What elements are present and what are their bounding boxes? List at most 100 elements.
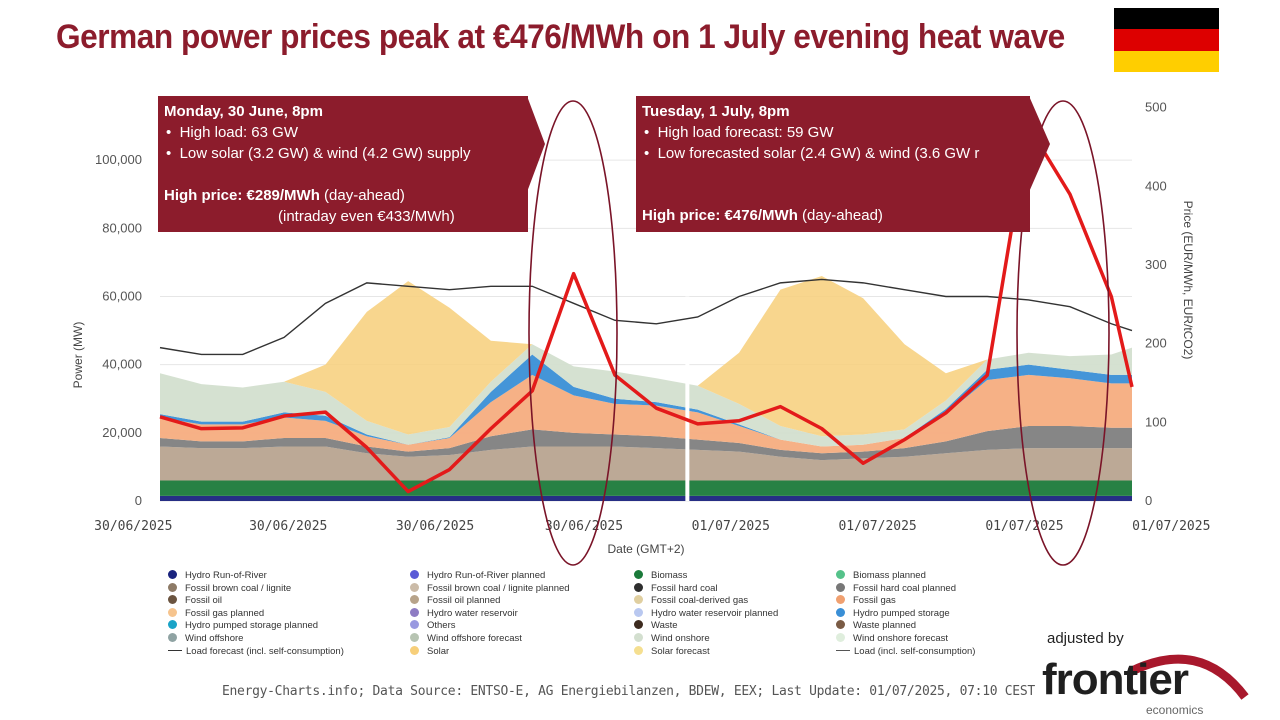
legend-dot-swatch (410, 633, 419, 642)
legend-item-label: Wind offshore (185, 633, 244, 644)
x-tick-label: 01/07/2025 (838, 519, 916, 534)
y-right-tick-label: 100 (1145, 414, 1167, 429)
callout-monday-note: (intraday even €433/MWh) (278, 208, 455, 225)
callout-monday-bullet-1-text: High load: 63 GW (179, 124, 298, 141)
legend-item[interactable]: Solar (410, 645, 449, 657)
legend-item[interactable]: Waste (634, 620, 678, 631)
legend-item[interactable]: Hydro water reservoir (410, 607, 518, 619)
legend-item[interactable]: Fossil oil (168, 595, 222, 606)
legend-item-label: Solar forecast (651, 645, 710, 657)
legend-item[interactable]: Solar forecast (634, 645, 710, 657)
legend-dot-swatch (836, 595, 845, 605)
legend-item[interactable]: Fossil brown coal / lignite planned (410, 582, 570, 594)
legend-item-label: Fossil gas (853, 595, 896, 607)
area-wind-onshore (160, 344, 1132, 447)
callout-tuesday-price-rest: (day-ahead) (797, 207, 883, 224)
legend-dot-swatch (410, 595, 419, 605)
area-fossil-brown-coal-lignite (160, 446, 1132, 481)
legend-item-label: Biomass (651, 570, 688, 581)
legend-item[interactable]: Wind onshore forecast (836, 633, 948, 644)
legend-item-label: Fossil gas planned (185, 607, 265, 619)
callout-tuesday-pointer (1029, 96, 1050, 192)
x-tick-label: 30/06/2025 (545, 519, 623, 534)
legend-item-label: Others (427, 620, 456, 632)
y-right-axis-title: Price (EUR/MWh, EUR/tCO2) (1181, 201, 1195, 360)
legend-dot-swatch (168, 582, 177, 592)
legend-item-label: Fossil brown coal / lignite planned (427, 582, 570, 594)
area-hydro-run-of-river (160, 495, 1132, 501)
legend-item-label: Wind onshore forecast (853, 633, 949, 644)
highlight-ellipse-monday (528, 100, 618, 566)
legend-dot-swatch (410, 607, 419, 617)
callout-monday-pointer (527, 96, 545, 192)
legend-dot-swatch (410, 570, 419, 579)
legend-item[interactable]: Waste planned (836, 620, 916, 631)
legend-item[interactable]: Wind offshore forecast (410, 633, 522, 644)
legend-item-label: Load (incl. self-consumption) (854, 645, 976, 657)
legend-dot-swatch (168, 595, 177, 605)
legend-item[interactable]: Wind onshore (634, 633, 710, 644)
legend-dot-swatch (410, 582, 419, 592)
y-left-tick-label: 80,000 (102, 220, 142, 235)
legend-item-label: Hydro Run-of-River planned (427, 570, 546, 581)
legend-item[interactable]: Hydro Run-of-River (168, 570, 267, 581)
flag-stripe-gold (1114, 50, 1219, 72)
callout-monday-bullet-1: • High load: 63 GW (166, 124, 298, 141)
legend-item[interactable]: Load forecast (incl. self-consumption) (168, 646, 344, 657)
legend-dot-swatch (836, 633, 845, 642)
legend-dot-swatch (168, 620, 177, 630)
legend-item[interactable]: Hydro Run-of-River planned (410, 570, 545, 581)
legend-item-label: Waste (651, 620, 678, 632)
flag-stripe-red (1114, 29, 1219, 51)
legend-item[interactable]: Wind offshore (168, 633, 243, 644)
callout-tuesday-bullet-2-text: Low forecasted solar (2.4 GW) & wind (3.… (657, 145, 980, 162)
callout-monday-price: High price: €289/MWh (day-ahead) (164, 186, 405, 206)
callout-monday-bullet-2: • Low solar (3.2 GW) & wind (4.2 GW) sup… (166, 145, 471, 162)
y-left-tick-label: 100,000 (95, 152, 142, 167)
area-solar (160, 276, 1132, 437)
legend-dot-swatch (836, 620, 845, 630)
legend-item[interactable]: Fossil oil planned (410, 595, 500, 606)
frontier-logo-swoosh (1127, 654, 1249, 700)
legend-item[interactable]: Hydro pumped storage planned (168, 620, 318, 631)
legend-dot-swatch (836, 570, 845, 579)
frontier-logo: frontier (1042, 655, 1189, 704)
legend-dot-swatch (168, 633, 177, 642)
legend-item[interactable]: Fossil gas (836, 595, 896, 606)
y-left-tick-label: 20,000 (102, 425, 142, 440)
legend-item[interactable]: Fossil gas planned (168, 607, 265, 619)
legend-item[interactable]: Others (410, 620, 456, 631)
area-fossil-hard-coal (160, 426, 1132, 461)
legend-item[interactable]: Hydro water reservoir planned (634, 607, 778, 619)
legend-item[interactable]: Biomass planned (836, 570, 926, 581)
adjusted-by-label: adjusted by (1047, 630, 1124, 647)
chart-title: German power prices peak at €476/MWh on … (56, 18, 1065, 56)
legend-dot-swatch (168, 570, 177, 579)
legend-item-label: Hydro pumped storage (853, 607, 950, 619)
y-left-tick-label: 60,000 (102, 289, 142, 304)
legend-line-swatch (168, 649, 182, 651)
legend-item-label: Wind onshore (651, 633, 710, 644)
price-line (159, 124, 1134, 494)
y-right-tick-label: 400 (1145, 178, 1167, 193)
legend-dot-swatch (634, 582, 643, 592)
legend-item[interactable]: Fossil coal-derived gas (634, 595, 748, 606)
callout-tuesday-heading: Tuesday, 1 July, 8pm (642, 103, 790, 120)
legend-item[interactable]: Hydro pumped storage (836, 607, 950, 619)
area-fossil-gas (160, 374, 1132, 454)
callout-tuesday-bullet-1-text: High load forecast: 59 GW (657, 124, 834, 141)
callout-tuesday-bullet-2: • Low forecasted solar (2.4 GW) & wind (… (644, 145, 980, 162)
legend-dot-swatch (634, 620, 643, 630)
legend-dot-swatch (410, 620, 419, 630)
legend-item[interactable]: Fossil hard coal planned (836, 582, 956, 594)
callout-tuesday: Tuesday, 1 July, 8pm • High load forecas… (636, 96, 1030, 232)
legend-item-label: Fossil hard coal (651, 582, 718, 594)
legend-item[interactable]: Biomass (634, 570, 687, 581)
x-tick-label: 01/07/2025 (985, 519, 1063, 534)
legend-item[interactable]: Fossil hard coal (634, 582, 718, 594)
callout-tuesday-price: High price: €476/MWh (day-ahead) (642, 206, 883, 226)
legend-item-label: Waste planned (853, 620, 917, 632)
legend-item[interactable]: Fossil brown coal / lignite (168, 582, 291, 594)
legend-item[interactable]: Load (incl. self-consumption) (836, 646, 975, 657)
y-right-tick-label: 200 (1145, 336, 1167, 351)
